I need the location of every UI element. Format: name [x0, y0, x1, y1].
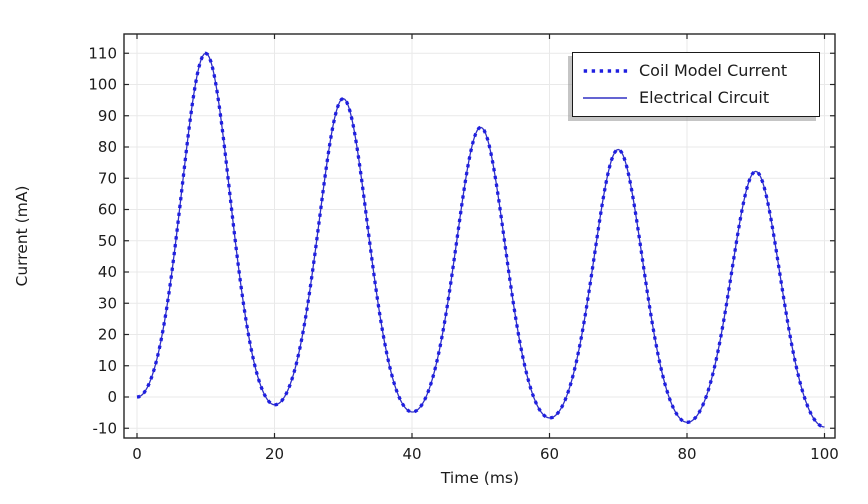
x-tick-label: 60: [540, 445, 559, 463]
dotted-line-sample-icon: [583, 68, 628, 73]
tick-labels: 0 20 40 60 80 100 -10 0 10 20 30 40 50 60 70 80 90 100 110: [88, 44, 838, 463]
y-tick-label: 80: [98, 138, 117, 156]
legend-label: Electrical Circuit: [639, 88, 770, 108]
y-tick-label: 10: [98, 357, 117, 375]
series-coil-model-current-dotted: [136, 51, 825, 429]
x-tick-label: 80: [677, 445, 696, 463]
y-tick-label: 20: [98, 326, 117, 344]
axis-frame: [123, 33, 836, 439]
y-tick-label: 50: [98, 232, 117, 250]
y-tick-label: 40: [98, 263, 117, 281]
y-tick-label: 0: [107, 388, 117, 406]
y-tick-label: 60: [98, 201, 117, 219]
data-series: [136, 51, 825, 429]
y-tick-label: 30: [98, 294, 117, 312]
legend-label: Coil Model Current: [639, 60, 788, 80]
y-tick-label: -10: [93, 419, 118, 437]
legend-item-electrical-circuit: Electrical Circuit: [582, 85, 811, 111]
axis-ticks: [124, 34, 835, 438]
x-tick-label: 20: [265, 445, 284, 463]
plot-border: [123, 33, 836, 439]
y-axis-label: Current (mA): [13, 186, 31, 287]
solid-line-sample-icon: [583, 97, 627, 100]
legend: Coil Model Current Electrical Circuit: [572, 52, 820, 117]
y-tick-label: 100: [88, 76, 117, 94]
x-axis-label: Time (ms): [440, 469, 519, 487]
y-tick-label: 90: [98, 107, 117, 125]
x-tick-label: 40: [402, 445, 421, 463]
y-tick-label: 70: [98, 169, 117, 187]
legend-item-coil-model-current: Coil Model Current: [582, 58, 811, 84]
x-tick-label: 0: [132, 445, 142, 463]
x-tick-label: 100: [810, 445, 839, 463]
y-tick-label: 110: [88, 44, 117, 62]
